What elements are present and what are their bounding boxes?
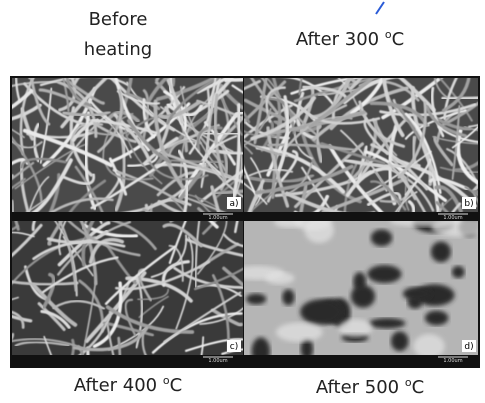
caption-text: After 300 [296,29,379,50]
pore [369,318,406,328]
scale-label: 1.00um [443,215,462,221]
fiber [205,133,238,134]
caption: After 300 oC [296,28,404,50]
panel-tag: a) [229,199,238,209]
caption: After 500 oC [316,376,424,398]
panel-tag: c) [230,342,238,352]
pore [246,294,266,305]
sem-image [230,212,485,366]
scale-label: 1.00um [208,215,227,221]
scale-label: 1.00um [443,358,462,364]
panel-tag: b) [464,199,473,209]
panel-tag: d) [464,342,473,352]
caption: After 400 oC [74,374,182,396]
pore [403,287,432,301]
decor [376,2,384,14]
figure: Before heating a)1.00umb)1.00umc)1.00umd… [0,0,485,399]
ridge [413,334,444,359]
fiber [0,47,30,78]
caption-unit: C [170,375,183,396]
pore [452,266,465,278]
pore [367,265,401,283]
caption-unit: C [412,377,425,398]
ridge [304,217,333,243]
pore [282,289,294,305]
caption-text: After 400 [74,375,157,396]
pore [300,299,342,324]
ridge [276,323,323,342]
caption: Before [89,9,148,30]
caption-text: After 500 [316,377,399,398]
pore [371,229,392,246]
pore [351,285,375,308]
pore [425,311,449,326]
caption-unit: C [392,29,405,50]
fiber [157,14,184,80]
pore [431,241,451,262]
ridge [339,319,373,337]
ridge [265,272,294,284]
pore [391,331,409,351]
scale-label: 1.00um [208,358,227,364]
caption: heating [84,39,152,60]
